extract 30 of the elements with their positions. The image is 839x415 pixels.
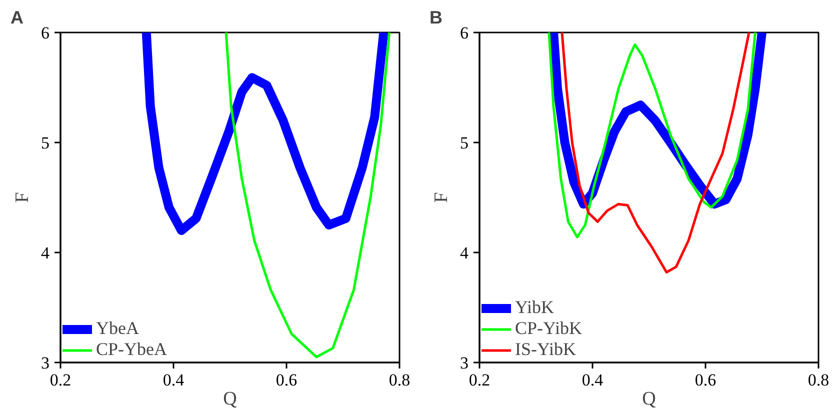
x-tick-label: 0.4 — [582, 370, 604, 390]
chart-title: B — [430, 8, 442, 28]
legend-label: CP-YibK — [515, 318, 582, 339]
y-axis-title: F — [12, 192, 33, 203]
y-tick-label: 3 — [460, 354, 468, 372]
line-series — [560, 32, 750, 274]
x-tick-label: 0.6 — [694, 370, 716, 390]
y-axis-title: F — [431, 192, 452, 203]
x-axis-title: Q — [642, 388, 656, 410]
legend-label: YbeA — [96, 318, 139, 339]
y-tick-label: 4 — [41, 244, 50, 262]
y-tick-label: 5 — [41, 134, 50, 152]
line-series — [548, 32, 756, 238]
x-tick-label: 0.6 — [276, 370, 298, 390]
x-tick-label: 0.2 — [468, 370, 490, 390]
x-tick-label: 0.8 — [388, 370, 410, 390]
chart-title: A — [10, 8, 24, 28]
x-tick-label: 0.2 — [50, 370, 72, 390]
x-tick-label: 0.4 — [162, 370, 185, 390]
line-series — [224, 32, 391, 358]
legend-label: IS-YibK — [515, 339, 576, 360]
x-tick-label: 0.8 — [808, 370, 830, 390]
y-tick-label: 4 — [460, 244, 469, 262]
y-tick-label: 3 — [41, 354, 50, 372]
x-axis-title: Q — [223, 388, 238, 410]
y-tick-label: 5 — [460, 134, 468, 152]
y-tick-label: 6 — [460, 24, 468, 42]
legend-label: YibK — [515, 297, 554, 318]
legend-label: CP-YbeA — [96, 339, 167, 360]
y-tick-label: 6 — [41, 24, 50, 42]
